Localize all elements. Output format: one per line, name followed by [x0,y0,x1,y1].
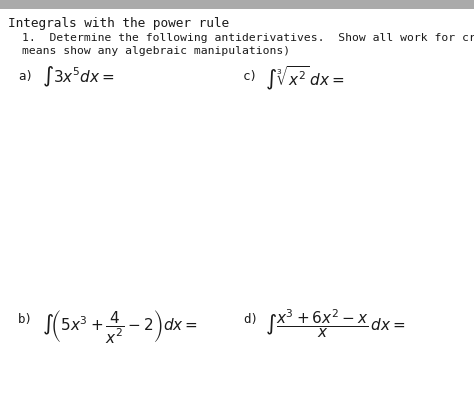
Text: $\int 3x^5dx =$: $\int 3x^5dx =$ [42,65,115,89]
Text: d): d) [243,313,258,326]
Text: $\int \sqrt[3]{x^2}\,dx =$: $\int \sqrt[3]{x^2}\,dx =$ [265,65,345,93]
Text: c): c) [243,70,258,83]
Text: $\int\dfrac{x^3+6x^2-x}{x}\,dx =$: $\int\dfrac{x^3+6x^2-x}{x}\,dx =$ [265,308,406,340]
Text: b): b) [18,313,33,326]
Text: 1.  Determine the following antiderivatives.  Show all work for credit!!!  (This: 1. Determine the following antiderivativ… [22,33,474,43]
Text: a): a) [18,70,33,83]
Text: means show any algebraic manipulations): means show any algebraic manipulations) [22,46,290,56]
Text: Integrals with the power rule: Integrals with the power rule [8,17,229,30]
Text: $\int\!\left(5x^3+\dfrac{4}{x^2}-2\right)dx =$: $\int\!\left(5x^3+\dfrac{4}{x^2}-2\right… [42,308,198,345]
FancyBboxPatch shape [0,0,474,9]
